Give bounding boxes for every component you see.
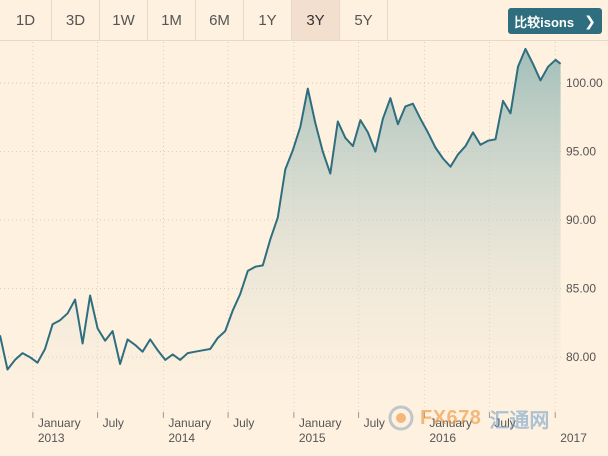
x-tick-year-label: 2013	[38, 431, 65, 445]
watermark-brand-cn: 汇通网	[489, 409, 550, 432]
y-tick-label: 90.00	[566, 213, 596, 227]
y-tick-label: 80.00	[566, 350, 596, 364]
x-tick-year-label: 2014	[168, 431, 195, 445]
tab-3d[interactable]: 3D	[52, 0, 100, 40]
tab-5y[interactable]: 5Y	[340, 0, 388, 40]
x-tick-label: July	[103, 416, 124, 430]
toolbar: 1D 3D 1W 1M 6M 1Y 3Y 5Y 比较isons ❯	[0, 0, 608, 41]
x-tick-label: July	[233, 416, 254, 430]
fx678-logo-icon	[388, 405, 414, 431]
series-area	[0, 48, 561, 413]
x-tick-year-label: 2015	[299, 431, 326, 445]
y-tick-label: 95.00	[566, 145, 596, 159]
series-line	[0, 47, 562, 371]
x-tick-year-label: 2017	[560, 431, 587, 445]
x-tick-label: July	[364, 416, 385, 430]
tab-1w[interactable]: 1W	[100, 0, 148, 40]
watermark-brand: FX678	[420, 406, 482, 429]
tab-6m[interactable]: 6M	[196, 0, 244, 40]
x-tick-year-label: 2016	[429, 431, 456, 445]
tab-1d[interactable]: 1D	[0, 0, 52, 40]
x-tick-label: January	[38, 416, 81, 430]
tab-1m[interactable]: 1M	[148, 0, 196, 40]
compare-label: 比较isons	[514, 14, 575, 30]
x-tick-label: January	[299, 416, 342, 430]
tab-3y[interactable]: 3Y	[292, 0, 340, 40]
x-tick-label: January	[168, 416, 211, 430]
range-tabs: 1D 3D 1W 1M 6M 1Y 3Y 5Y	[0, 0, 388, 40]
y-tick-labels: 80.00 85.00 90.00 95.00 100.00	[566, 76, 603, 364]
compare-button[interactable]: 比较isons ❯	[508, 8, 602, 34]
x-tick-label: January	[429, 416, 472, 430]
chevron-right-icon: ❯	[584, 12, 596, 29]
tab-1y[interactable]: 1Y	[244, 0, 292, 40]
y-tick-label: 100.00	[566, 76, 603, 90]
x-tick-label: July	[494, 416, 515, 430]
watermark: FX678 汇通网	[388, 402, 549, 434]
y-tick-label: 85.00	[566, 282, 596, 296]
